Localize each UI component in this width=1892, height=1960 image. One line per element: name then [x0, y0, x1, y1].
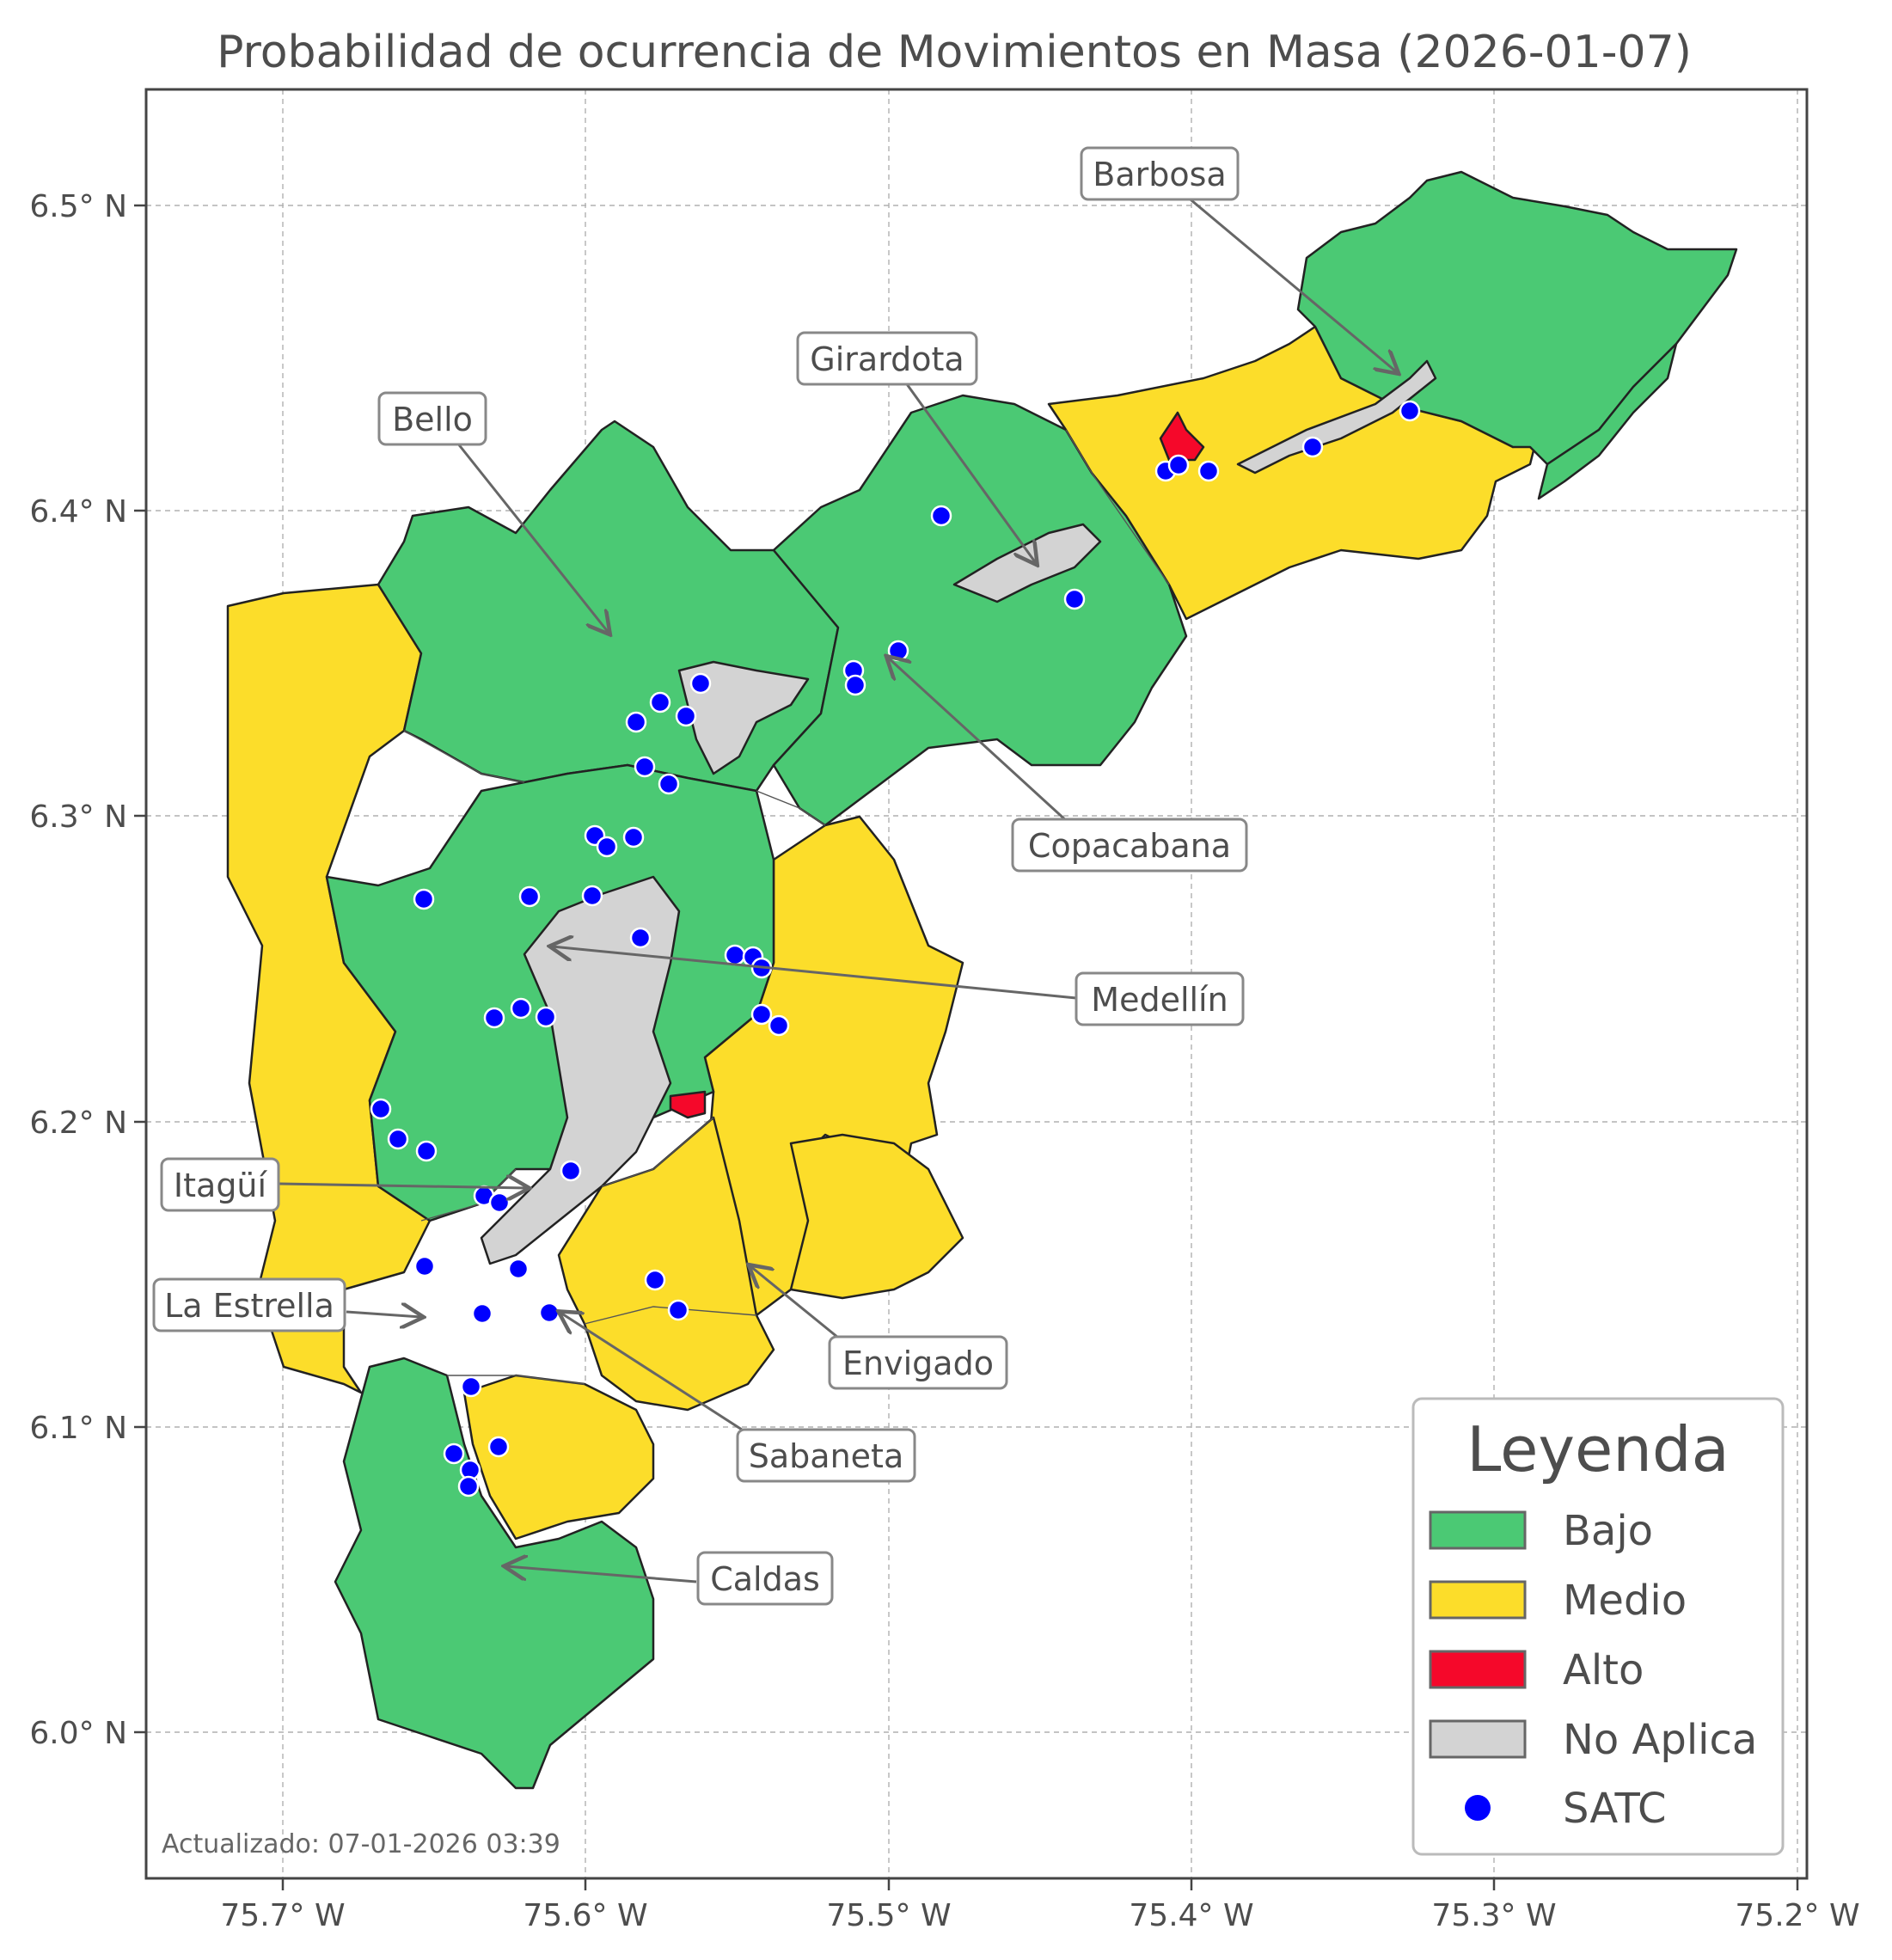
legend-title: Leyenda [1466, 1413, 1730, 1485]
satc-point [622, 826, 645, 848]
satc-point [471, 1302, 493, 1325]
y-tick-label: 6.0° N [29, 1716, 127, 1751]
satc-point [510, 997, 532, 1020]
map-title: Probabilidad de ocurrencia de Movimiento… [217, 27, 1692, 78]
satc-point [1197, 460, 1220, 482]
satc-point [649, 691, 671, 714]
satc-point [658, 773, 680, 795]
annotation-labels: Barbosa Girardota Bello Copacabana Medel… [152, 146, 1248, 1606]
satc-point [538, 1302, 560, 1324]
satc-point [507, 1258, 530, 1280]
legend-swatch-alto [1429, 1650, 1527, 1689]
y-tick-labels: 6.5° N 6.4° N 6.3° N 6.2° N 6.1° N 6.0° … [29, 189, 127, 1751]
satc-point [930, 505, 952, 527]
x-tick-label: 75.7° W [220, 1898, 345, 1933]
axis-ticks [134, 204, 1799, 1890]
x-tick-label: 75.5° W [826, 1898, 951, 1933]
y-tick-label: 6.4° N [29, 494, 127, 530]
updated-timestamp: Actualizado: 07-01-2026 03:39 [162, 1829, 560, 1859]
legend-label-alto: Alto [1563, 1646, 1644, 1694]
satc-point [629, 927, 652, 949]
legend-label-bajo: Bajo [1563, 1507, 1653, 1555]
satc-point [535, 1006, 557, 1028]
satc-point [370, 1098, 392, 1120]
legend-label-satc: SATC [1563, 1785, 1667, 1833]
satc-point [750, 1003, 773, 1026]
legend: Leyenda Bajo Medio Alto No Aplica SATC [1411, 1397, 1785, 1856]
region-envigado-se-medio [789, 1133, 964, 1300]
satc-point [625, 711, 647, 733]
satc-point [487, 1436, 510, 1458]
x-tick-label: 75.4° W [1129, 1898, 1253, 1933]
legend-swatch-no-aplica [1429, 1719, 1527, 1759]
label-barbosa: Barbosa [1093, 156, 1226, 193]
x-tick-label: 75.2° W [1735, 1898, 1859, 1933]
satc-point [689, 672, 712, 695]
satc-point [415, 1140, 438, 1162]
satc-point [488, 1191, 511, 1214]
region-envigado-medio [557, 1116, 775, 1412]
satc-point [667, 1299, 689, 1321]
legend-swatch-medio [1429, 1580, 1527, 1620]
satc-point [581, 885, 603, 907]
satc-point [1399, 400, 1421, 422]
label-la-estrella: La Estrella [164, 1287, 334, 1325]
satc-point [596, 836, 618, 858]
satc-point [1301, 436, 1324, 458]
y-tick-label: 6.2° N [29, 1106, 127, 1141]
plot-frame [144, 88, 1809, 1880]
satc-point [675, 705, 697, 727]
label-caldas: Caldas [710, 1560, 820, 1598]
y-tick-label: 6.1° N [29, 1411, 127, 1446]
satc-point [844, 674, 866, 696]
satc-point [483, 1007, 505, 1029]
satc-point [413, 1255, 436, 1277]
satc-point [1167, 454, 1190, 476]
satc-point [443, 1442, 465, 1465]
y-tick-label: 6.5° N [29, 189, 127, 224]
satc-point [644, 1269, 666, 1291]
satc-point [457, 1475, 480, 1498]
region-medellin-alto [669, 1090, 707, 1119]
y-tick-label: 6.3° N [29, 799, 127, 835]
region-barbosa-east-bajo [1537, 342, 1678, 500]
satc-point [560, 1160, 582, 1182]
satc-point [387, 1128, 409, 1150]
label-envigado: Envigado [842, 1344, 994, 1382]
legend-swatch-bajo [1429, 1510, 1527, 1550]
x-tick-label: 75.3° W [1431, 1898, 1556, 1933]
region-barbosa-alto [1159, 411, 1205, 462]
legend-label-medio: Medio [1563, 1577, 1687, 1625]
label-copacabana: Copacabana [1028, 827, 1231, 865]
satc-point [518, 885, 541, 908]
legend-dot-satc [1465, 1795, 1491, 1821]
satc-point [724, 944, 746, 966]
satc-point [460, 1375, 482, 1398]
label-bello: Bello [392, 401, 473, 438]
region-bello-no-aplica [677, 660, 810, 775]
satc-point [1063, 588, 1086, 610]
label-girardota: Girardota [810, 340, 964, 378]
legend-label-no-aplica: No Aplica [1563, 1716, 1757, 1764]
satc-point [634, 756, 656, 778]
satc-point [887, 640, 909, 662]
label-sabaneta: Sabaneta [749, 1437, 903, 1475]
region-barbosa-no-aplica [1236, 359, 1437, 475]
satc-point [413, 888, 435, 910]
label-itagui: Itagüí [174, 1167, 268, 1204]
region-copacabana-bajo [772, 394, 1188, 827]
annotation-arrows [279, 194, 1397, 1583]
x-tick-label: 75.6° W [523, 1898, 647, 1933]
satc-points [370, 400, 1421, 1498]
label-medellin: Medellín [1091, 981, 1228, 1019]
satc-point [768, 1014, 790, 1037]
map-regions [226, 170, 1738, 1790]
x-tick-labels: 75.7° W 75.6° W 75.5° W 75.4° W 75.3° W … [220, 1898, 1859, 1933]
